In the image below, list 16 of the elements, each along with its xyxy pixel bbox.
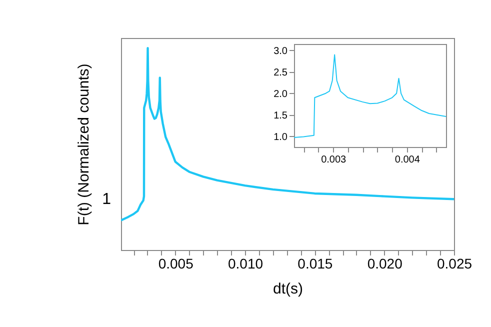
x-tick-label: 0.003 <box>321 154 347 166</box>
text: 1 <box>102 191 112 208</box>
y-axis-title: F(t) (Normalized counts) <box>76 64 92 226</box>
x-tick-label: 0.025 <box>436 256 472 272</box>
y-tick-label: 1.0 <box>274 132 288 143</box>
line-series <box>294 54 446 138</box>
y-tick-label: 2.0 <box>274 88 288 100</box>
x-tick-label: 0.010 <box>228 256 264 272</box>
x-tick-label: 0.004 <box>394 154 420 166</box>
x-tick-label: 0.020 <box>367 256 403 272</box>
x-axis-title: dt(s) <box>273 280 304 298</box>
y-tick-label: 3.0 <box>274 46 288 57</box>
y-tick-label: 1.5 <box>274 110 288 122</box>
x-tick-label: 0.005 <box>158 256 194 272</box>
x-tick-label: 0.015 <box>298 256 333 272</box>
y-tick-label: 2.5 <box>274 67 288 78</box>
